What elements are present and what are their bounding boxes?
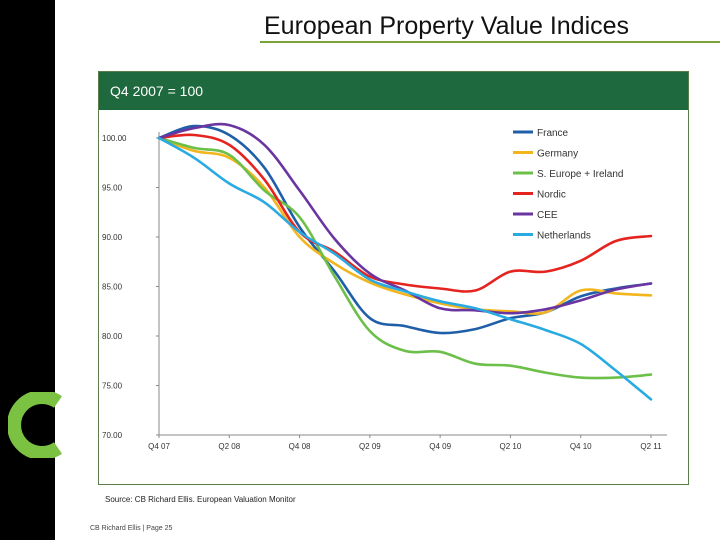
source-note: Source: CB Richard Ellis. European Valua… [105, 495, 296, 504]
line-chart: 100.00 95.00 90.00 85.00 80.00 75.00 70.00 Q4 … [102, 122, 667, 451]
x-tick-label: Q2 09 [359, 442, 381, 451]
y-tick-label: 75.00 [102, 382, 123, 391]
legend-label: Germany [537, 149, 578, 160]
x-tick-label: Q2 08 [218, 442, 240, 451]
chart-base-note: Q4 2007 = 100 [110, 83, 204, 99]
y-tick-label: 80.00 [102, 332, 123, 341]
page-title: European Property Value Indices [264, 12, 630, 40]
series-line-germany [157, 136, 653, 315]
legend-label: S. Europe + Ireland [537, 169, 623, 180]
legend-label: CEE [537, 210, 558, 221]
y-tick-label: 70.00 [102, 431, 123, 440]
x-tick-label: Q2 11 [640, 442, 662, 451]
page-footer: CB Richard Ellis | Page 25 [90, 525, 173, 532]
x-tick-label: Q4 07 [148, 442, 170, 451]
y-tick-label: 95.00 [102, 184, 123, 193]
y-axis-labels: 100.00 95.00 90.00 85.00 80.00 75.00 70.00 [102, 134, 127, 440]
brand-logo-icon [8, 392, 62, 458]
y-tick-label: 90.00 [102, 233, 123, 242]
chart-panel: Q4 2007 = 100 100.00 95.00 90.00 85.00 80.00… [98, 71, 689, 504]
x-tick-label: Q2 10 [500, 442, 522, 451]
series-line-nordic [157, 133, 653, 293]
legend-label: Netherlands [537, 231, 591, 242]
legend-label: Nordic [537, 190, 566, 201]
y-tick-label: 100.00 [102, 134, 127, 143]
series-line-netherlands [157, 136, 653, 401]
y-tick-label: 85.00 [102, 283, 123, 292]
x-tick-label: Q4 10 [570, 442, 592, 451]
series-lines [157, 122, 653, 401]
x-axis-labels: Q4 07 Q2 08 Q4 08 Q2 09 Q4 09 Q2 10 Q4 10 Q2 11 [148, 442, 662, 451]
chart-axes [156, 132, 667, 438]
x-tick-label: Q4 09 [429, 442, 451, 451]
chart-legend: France Germany S. Europe + Ireland Nordic CE… [513, 128, 623, 242]
legend-label: France [537, 128, 569, 139]
left-brand-bar [0, 0, 55, 540]
series-line-s-europe-ireland [157, 136, 653, 380]
series-line-france [157, 124, 653, 335]
chart-panel-header: Q4 2007 = 100 [99, 72, 688, 110]
x-tick-label: Q4 08 [289, 442, 311, 451]
title-divider [260, 41, 720, 43]
